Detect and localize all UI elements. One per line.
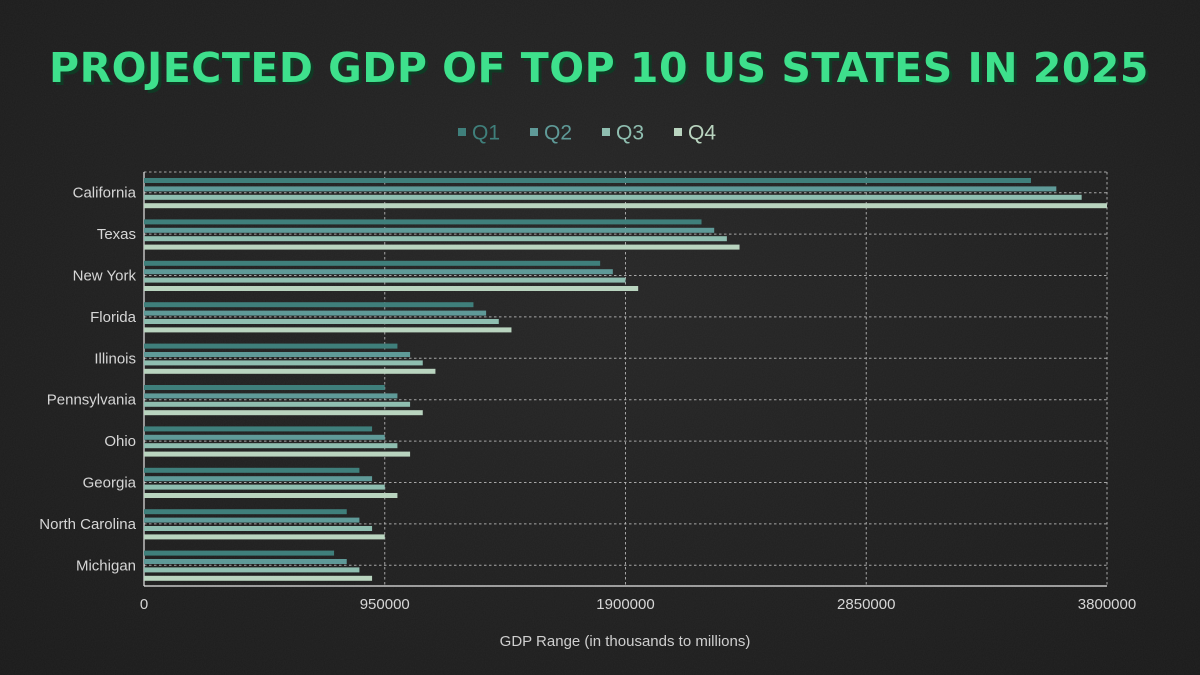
legend: Q1 Q2 Q3 Q4	[458, 122, 716, 145]
bar-texas-q1	[144, 219, 702, 225]
bar-florida-q2	[144, 310, 487, 316]
bar-georgia-q2	[144, 476, 373, 482]
x-tick-label-3: 2850000	[837, 596, 895, 613]
bar-new-york-q3	[144, 277, 626, 283]
chart-title-shadow: PROJECTED GDP OF TOP 10 US STATES IN 202…	[52, 47, 1152, 95]
category-label-texas: Texas	[97, 226, 136, 243]
legend-label-q1: Q1	[472, 122, 500, 145]
bar-georgia-q3	[144, 484, 385, 490]
grid-lines	[143, 171, 1108, 587]
category-label-illinois: Illinois	[94, 350, 136, 367]
bar-illinois-q2	[144, 352, 411, 357]
bar-ohio-q2	[144, 434, 385, 440]
bar-california-q2	[144, 186, 1057, 192]
bar-pennsylvania-q4	[144, 410, 423, 416]
legend-label-q3: Q3	[616, 122, 644, 145]
category-label-new-york: New York	[73, 268, 137, 285]
bar-pennsylvania-q2	[144, 393, 398, 399]
bar-texas-q2	[144, 227, 715, 233]
bar-michigan-q2	[144, 559, 347, 564]
category-label-florida: Florida	[90, 309, 137, 326]
bar-new-york-q2	[144, 269, 613, 275]
bar-michigan-q1	[144, 550, 335, 556]
chart-title-group: PROJECTED GDP OF TOP 10 US STATES IN 202…	[49, 44, 1152, 95]
category-label-pennsylvania: Pennsylvania	[47, 392, 137, 409]
legend-label-q2: Q2	[544, 122, 572, 145]
x-tick-label-1: 950000	[360, 596, 410, 613]
bar-north-carolina-q2	[144, 517, 360, 523]
bar-north-carolina-q3	[144, 526, 373, 531]
bar-florida-q4	[144, 327, 512, 333]
bar-georgia-q4	[144, 493, 398, 498]
x-tick-label-2: 1900000	[596, 596, 654, 613]
bar-illinois-q3	[144, 360, 423, 366]
category-labels: California Texas New York Florida Illinois Pe…	[39, 185, 136, 575]
bar-california-q1	[144, 178, 1031, 183]
bar-pennsylvania-q1	[144, 385, 385, 390]
bar-ohio-q1	[144, 426, 373, 432]
category-label-north-carolina: North Carolina	[39, 516, 136, 533]
category-label-michigan: Michigan	[76, 557, 136, 574]
bar-north-carolina-q4	[144, 534, 385, 540]
legend-swatch-q3	[602, 128, 610, 136]
bar-california-q4	[144, 203, 1107, 209]
bar-florida-q1	[144, 302, 474, 308]
x-tick-label-4: 3800000	[1078, 596, 1136, 613]
bar-new-york-q1	[144, 260, 601, 266]
bar-pennsylvania-q3	[144, 401, 411, 407]
bars	[144, 178, 1107, 581]
bar-new-york-q4	[144, 286, 639, 291]
bar-florida-q3	[144, 319, 499, 324]
x-axis-title: GDP Range (in thousands to millions)	[500, 633, 751, 650]
legend-swatch-q2	[530, 128, 538, 136]
legend-swatch-q1	[458, 128, 466, 136]
bar-texas-q3	[144, 236, 727, 242]
legend-swatch-q4	[674, 128, 682, 136]
bar-texas-q4	[144, 244, 740, 250]
bar-ohio-q3	[144, 443, 398, 449]
bar-georgia-q1	[144, 467, 360, 473]
bar-north-carolina-q1	[144, 509, 347, 515]
bar-illinois-q1	[144, 343, 398, 349]
category-label-ohio: Ohio	[104, 433, 136, 450]
category-label-california: California	[73, 185, 137, 202]
bar-michigan-q4	[144, 575, 373, 581]
category-label-georgia: Georgia	[83, 475, 137, 492]
x-tick-label-0: 0	[140, 596, 148, 613]
x-tick-labels: 0 950000 1900000 2850000 3800000	[140, 596, 1136, 613]
bar-illinois-q4	[144, 368, 436, 374]
bar-california-q3	[144, 194, 1082, 200]
chart-title: PROJECTED GDP OF TOP 10 US STATES IN 202…	[49, 44, 1149, 92]
legend-label-q4: Q4	[688, 122, 716, 145]
bar-ohio-q4	[144, 451, 411, 457]
bar-michigan-q3	[144, 567, 360, 573]
